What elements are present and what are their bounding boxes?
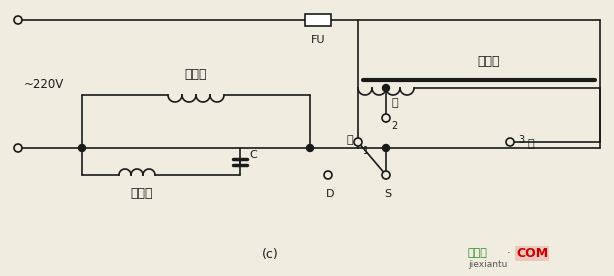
Text: 低: 低 [528, 139, 535, 149]
Text: (c): (c) [262, 248, 278, 261]
Text: 3: 3 [518, 135, 524, 145]
Circle shape [383, 145, 389, 152]
Text: ~220V: ~220V [24, 78, 64, 91]
Circle shape [79, 145, 85, 152]
Text: ·: · [507, 248, 511, 258]
Circle shape [14, 16, 22, 24]
Bar [305, 14, 331, 26]
Text: 副绕组: 副绕组 [131, 187, 154, 200]
Text: jiexiantu: jiexiantu [468, 260, 507, 269]
Circle shape [324, 171, 332, 179]
Text: FU: FU [311, 35, 325, 45]
Text: C: C [249, 150, 257, 160]
Text: S: S [384, 189, 392, 199]
Circle shape [14, 144, 22, 152]
Circle shape [354, 138, 362, 146]
Text: COM: COM [516, 247, 548, 260]
Text: 高: 高 [346, 135, 353, 145]
Text: 主绕组: 主绕组 [185, 68, 208, 81]
Circle shape [383, 84, 389, 92]
Text: 电抗器: 电抗器 [478, 55, 500, 68]
Circle shape [382, 114, 390, 122]
Circle shape [382, 171, 390, 179]
Text: 接线图: 接线图 [468, 248, 488, 258]
Text: 2: 2 [391, 121, 397, 131]
Text: D: D [326, 189, 334, 199]
Text: 中: 中 [391, 98, 398, 108]
Text: 1: 1 [363, 146, 369, 156]
Circle shape [506, 138, 514, 146]
Circle shape [306, 145, 314, 152]
